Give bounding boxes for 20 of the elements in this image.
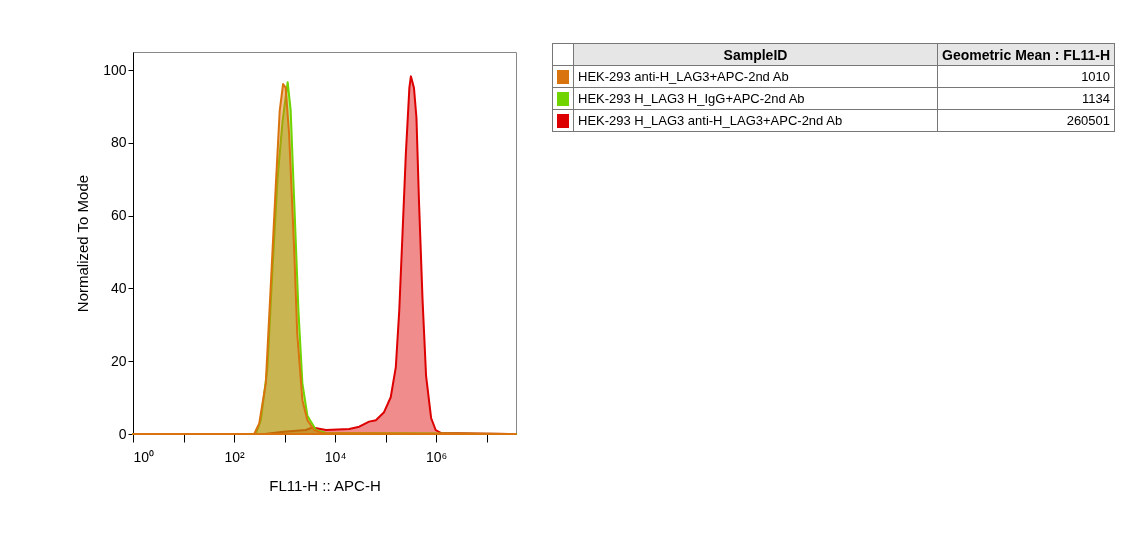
x-tick-label: 10⁰ [133,448,155,465]
x-tick-label: 10² [224,448,246,465]
y-tick-label: 80 [110,134,127,151]
y-tick-label: 60 [110,207,127,224]
text: 1010 [937,65,1115,88]
y-tick-label: 40 [110,279,127,296]
text: 1134 [937,87,1115,110]
text: Geometric Mean : FL11-H [937,43,1115,66]
y-tick-label: 20 [110,352,127,369]
x-tick-label: 10⁶ [426,448,448,465]
legend-label: HEK-293 anti-H_LAG3+APC-2nd Ab [573,65,938,88]
legend-label: HEK-293 H_LAG3 H_IgG+APC-2nd Ab [573,87,938,110]
x-tick-label: 10⁴ [324,448,347,465]
text: 260501 [937,109,1115,132]
y-tick-label: 100 [103,61,127,78]
y-axis-title: Normalized To Mode [74,174,92,313]
x-axis-title: FL11-H :: APC-H [269,476,381,494]
legend-label: HEK-293 H_LAG3 anti-H_LAG3+APC-2nd Ab [573,109,938,132]
legend-title: SampleID [573,43,938,66]
y-tick-label: 0 [118,425,127,442]
